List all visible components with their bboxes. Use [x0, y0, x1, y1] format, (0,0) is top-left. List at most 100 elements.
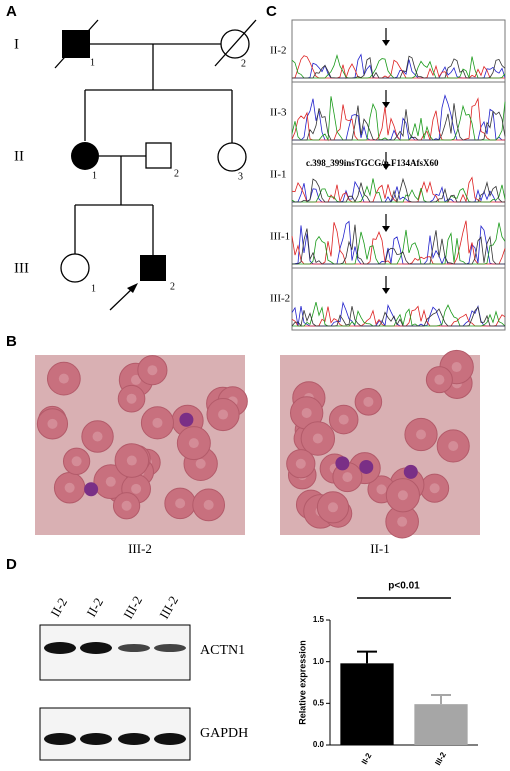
arrow-head	[382, 164, 390, 170]
panel-label: A	[6, 3, 17, 20]
red-cell-center	[434, 374, 445, 385]
red-cell-center	[376, 484, 387, 495]
platelet	[179, 412, 194, 427]
arrow-head	[382, 288, 390, 294]
pedigree: I II III 1 2 1 2 3 1 2	[14, 19, 257, 311]
trace	[292, 224, 505, 265]
y-tick-label: 1.5	[313, 615, 325, 624]
red-cell-center	[451, 362, 462, 373]
platelet	[84, 482, 99, 497]
band	[80, 642, 112, 654]
red-cell-center	[295, 458, 306, 469]
red-cell-center	[363, 396, 374, 407]
red-cell-center	[448, 440, 459, 451]
trace-box	[291, 205, 506, 269]
red-cell-center	[218, 409, 229, 420]
western-blot: II-2 II-2 III-2 III-2	[39, 593, 191, 761]
protein-label: GAPDH	[200, 726, 248, 741]
y-tick-label: 1.0	[313, 657, 325, 666]
individual-number: 1	[92, 170, 97, 181]
arrow-head	[382, 102, 390, 108]
red-cell-center	[131, 483, 142, 494]
red-cell-center	[130, 374, 141, 385]
red-cell-center	[203, 499, 214, 510]
panel-label: D	[6, 556, 17, 573]
red-cell-center	[429, 483, 440, 494]
female	[217, 142, 247, 172]
y-tick-label: 0.0	[313, 740, 325, 749]
blood-smears	[35, 349, 480, 539]
red-cell-center	[126, 393, 137, 404]
row-label: II-3	[270, 107, 287, 119]
generation-label: III	[14, 260, 29, 276]
trace	[292, 177, 505, 204]
trace	[291, 305, 506, 327]
panel-label: B	[6, 333, 17, 350]
trace	[291, 96, 506, 142]
red-cell-center	[416, 429, 427, 440]
arrow-head	[382, 40, 390, 46]
female	[220, 29, 250, 59]
red-cell-center	[195, 458, 206, 469]
red-cell-center	[71, 456, 82, 467]
generation-label: II	[14, 148, 24, 164]
individual-number: 3	[238, 171, 243, 182]
red-cell-center	[342, 472, 353, 483]
arrow-head	[382, 226, 390, 232]
lane-label: II-2	[83, 595, 106, 619]
lane-label: III-2	[156, 593, 181, 621]
lane-label: II-2	[47, 595, 70, 619]
red-cell-center	[397, 516, 408, 527]
row-label: II-1	[270, 169, 287, 181]
individual-number: 2	[174, 168, 179, 179]
trace	[291, 55, 505, 80]
chromatograms: II-2 II-3 II-1 III-1 III-2	[270, 19, 506, 331]
band	[44, 642, 76, 654]
band	[118, 733, 150, 745]
individual-number: 2	[241, 58, 246, 69]
individual-number: 2	[170, 281, 175, 292]
red-cell-center	[64, 482, 75, 493]
row-label: III-1	[270, 231, 290, 243]
affected-male	[140, 255, 166, 281]
bar	[414, 704, 468, 745]
trace	[292, 55, 506, 79]
smear-caption: II-1	[370, 541, 390, 556]
y-tick-label: 0.5	[313, 698, 325, 707]
female	[60, 253, 90, 283]
red-cell-center	[188, 438, 199, 449]
lane-label: III-2	[120, 593, 145, 621]
red-cell-center	[147, 365, 158, 376]
red-cell-center	[312, 433, 323, 444]
red-cell-center	[126, 455, 137, 466]
trace	[291, 220, 506, 265]
red-cell-center	[92, 431, 103, 442]
red-cell-center	[47, 418, 58, 429]
protein-label: ACTN1	[200, 643, 245, 658]
red-cell-center	[121, 500, 132, 511]
y-axis-label: Relative expression	[297, 640, 307, 725]
individual-number: 1	[91, 283, 96, 294]
affected-female	[71, 142, 99, 170]
x-tick-label: II-2	[360, 751, 374, 766]
trace	[292, 103, 506, 141]
red-cell-center	[152, 417, 163, 428]
generation-label: I	[14, 36, 19, 52]
band	[80, 733, 112, 745]
band	[154, 644, 186, 652]
red-cell-center	[175, 498, 186, 509]
platelet	[359, 459, 374, 474]
bar	[340, 663, 394, 745]
red-cell-center	[58, 373, 69, 384]
male	[145, 142, 172, 169]
band	[154, 733, 186, 745]
significance-label: p<0.01	[388, 581, 420, 592]
red-cell-center	[338, 414, 349, 425]
red-cell-center	[105, 476, 116, 487]
row-label: II-2	[270, 45, 287, 57]
band	[118, 644, 150, 652]
red-cell-center	[301, 407, 312, 418]
panel-label: C	[266, 3, 277, 20]
smear-caption: III-2	[128, 541, 152, 556]
